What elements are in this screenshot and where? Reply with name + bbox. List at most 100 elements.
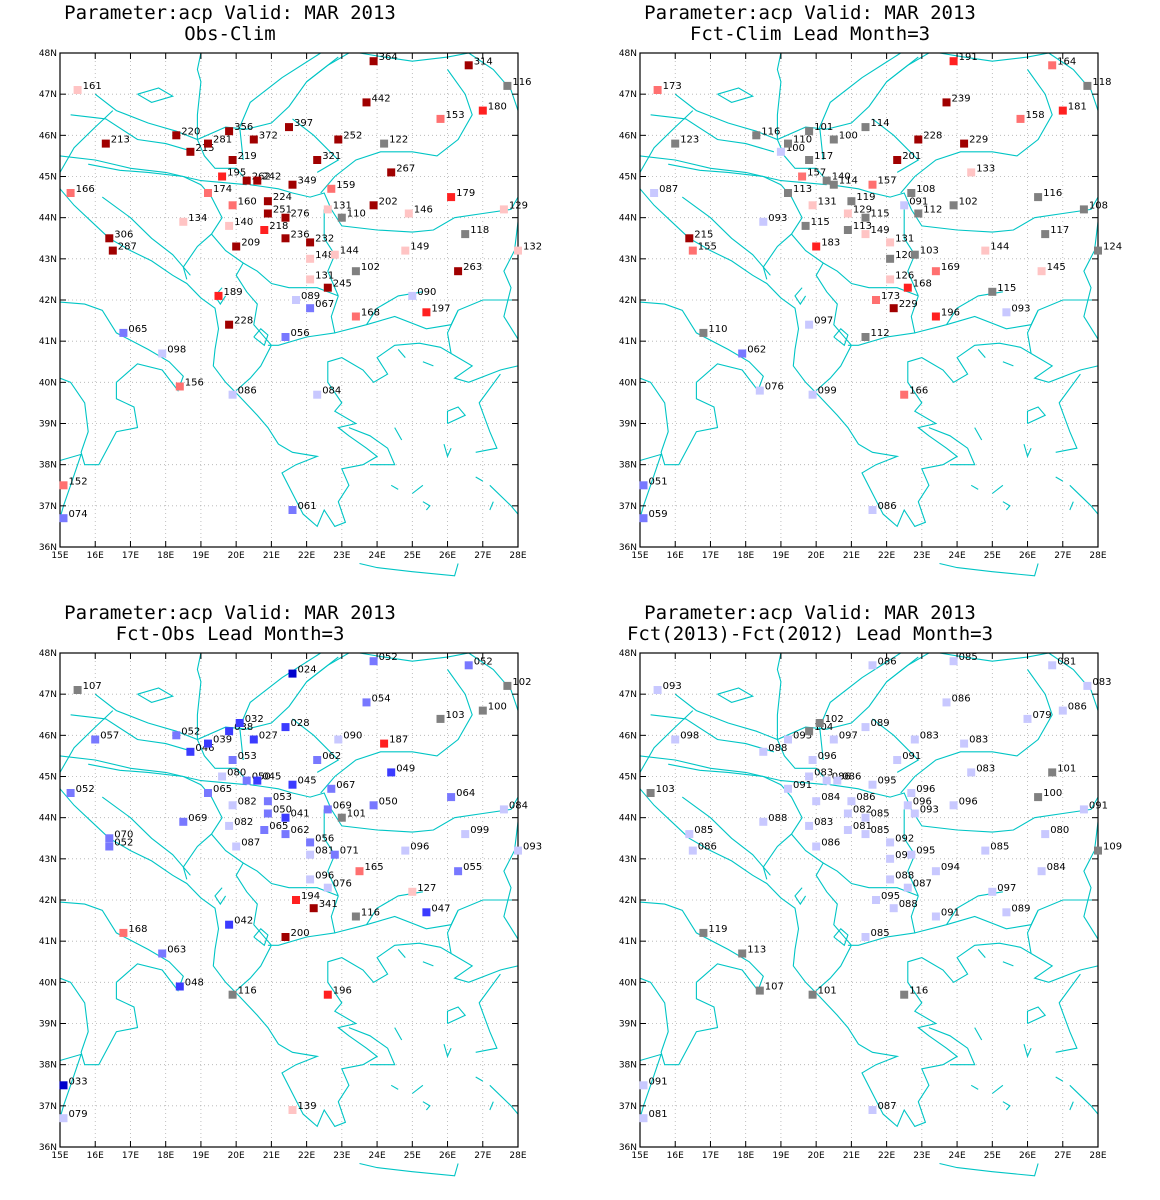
station-marker bbox=[175, 982, 184, 991]
station-marker bbox=[334, 135, 343, 144]
station-value: 127 bbox=[417, 883, 436, 894]
coastline bbox=[446, 910, 459, 954]
coastline bbox=[639, 755, 827, 786]
coastline bbox=[237, 342, 452, 528]
coastline bbox=[1026, 1006, 1047, 1024]
coastline bbox=[1048, 652, 1099, 711]
station-marker bbox=[812, 797, 821, 806]
lon-tick-label: 25E bbox=[404, 551, 421, 561]
station-marker bbox=[861, 123, 870, 132]
station-value: 251 bbox=[273, 205, 292, 216]
station-value: 081 bbox=[1057, 656, 1076, 667]
coastline bbox=[681, 796, 771, 876]
station-value: 084 bbox=[1047, 862, 1066, 873]
station-value: 145 bbox=[1047, 262, 1066, 273]
station-marker bbox=[1002, 908, 1011, 917]
coastline bbox=[970, 484, 979, 490]
station-marker bbox=[179, 817, 188, 826]
station-value: 086 bbox=[856, 792, 875, 803]
station-marker bbox=[288, 180, 297, 189]
station-value: 095 bbox=[916, 846, 935, 857]
station-value: 113 bbox=[747, 945, 766, 956]
station-value: 038 bbox=[234, 722, 253, 733]
station-value: 157 bbox=[807, 168, 826, 179]
station-value: 103 bbox=[920, 246, 939, 257]
station-value: 099 bbox=[895, 850, 914, 861]
station-value: 129 bbox=[509, 200, 528, 211]
coastline bbox=[639, 1053, 662, 1119]
station-value: 091 bbox=[902, 751, 921, 762]
coastline bbox=[422, 501, 431, 511]
station-value: 168 bbox=[361, 308, 380, 319]
lon-tick-label: 22E bbox=[298, 1151, 315, 1161]
station-value: 086 bbox=[842, 772, 861, 783]
map-panel-fct-2013-2012: Parameter:acp Valid: MAR 2013 Fct(2013)-… bbox=[580, 600, 1160, 1200]
station-value: 109 bbox=[1103, 842, 1122, 853]
station-value: 092 bbox=[895, 833, 914, 844]
coastline bbox=[450, 353, 519, 383]
lat-tick-label: 37N bbox=[39, 502, 57, 512]
coastline bbox=[320, 69, 473, 194]
station-marker bbox=[327, 184, 336, 193]
station-value: 087 bbox=[878, 1101, 897, 1112]
station-value: 219 bbox=[238, 151, 257, 162]
station-marker bbox=[822, 776, 831, 785]
station-marker bbox=[903, 801, 912, 810]
station-marker bbox=[369, 657, 378, 666]
station-marker bbox=[829, 735, 838, 744]
coastline bbox=[791, 233, 919, 297]
station-value: 215 bbox=[195, 143, 214, 154]
station-value: 096 bbox=[410, 842, 429, 853]
station-value: 196 bbox=[333, 986, 352, 997]
coastline bbox=[489, 1101, 494, 1111]
coastline bbox=[819, 52, 901, 161]
station-value: 100 bbox=[1043, 788, 1062, 799]
coastline bbox=[776, 652, 1099, 833]
station-marker bbox=[225, 920, 234, 929]
lon-tick-label: 26E bbox=[1019, 1151, 1036, 1161]
station-value: 095 bbox=[878, 776, 897, 787]
lat-tick-label: 48N bbox=[39, 49, 57, 59]
coastline bbox=[334, 899, 515, 934]
station-marker bbox=[369, 57, 378, 66]
station-value: 082 bbox=[853, 805, 872, 816]
coastline bbox=[639, 901, 764, 1066]
station-marker bbox=[387, 768, 396, 777]
station-marker bbox=[967, 768, 976, 777]
station-value: 086 bbox=[1068, 702, 1087, 713]
lon-tick-label: 25E bbox=[404, 1151, 421, 1161]
station-value: 091 bbox=[793, 780, 812, 791]
station-marker bbox=[843, 226, 852, 234]
station-marker bbox=[108, 246, 117, 255]
lat-tick-label: 48N bbox=[619, 649, 637, 659]
station-value: 102 bbox=[825, 714, 844, 725]
lon-tick-label: 26E bbox=[439, 551, 456, 561]
station-value: 107 bbox=[83, 681, 102, 692]
coastline bbox=[833, 328, 849, 347]
coastline bbox=[1002, 361, 1014, 367]
coastline bbox=[928, 1027, 976, 1066]
coastline bbox=[88, 763, 223, 880]
station-marker bbox=[981, 246, 990, 255]
coastline bbox=[977, 349, 986, 358]
coastline bbox=[872, 718, 920, 773]
coastline bbox=[639, 155, 827, 186]
station-marker bbox=[653, 86, 662, 94]
station-value: 093 bbox=[523, 842, 542, 853]
station-marker bbox=[334, 735, 343, 744]
station-marker bbox=[158, 949, 167, 958]
station-value: 239 bbox=[952, 93, 971, 104]
station-marker bbox=[829, 180, 838, 189]
station-marker bbox=[639, 1081, 648, 1090]
station-marker bbox=[101, 139, 110, 148]
lon-tick-label: 18E bbox=[157, 1151, 174, 1161]
station-value: 088 bbox=[895, 870, 914, 881]
coastline bbox=[794, 887, 807, 906]
station-marker bbox=[225, 320, 234, 329]
station-value: 076 bbox=[333, 879, 352, 890]
station-marker bbox=[903, 883, 912, 892]
station-marker bbox=[242, 176, 251, 185]
station-marker bbox=[66, 189, 75, 197]
station-marker bbox=[263, 197, 272, 206]
lon-tick-label: 20E bbox=[228, 551, 245, 561]
